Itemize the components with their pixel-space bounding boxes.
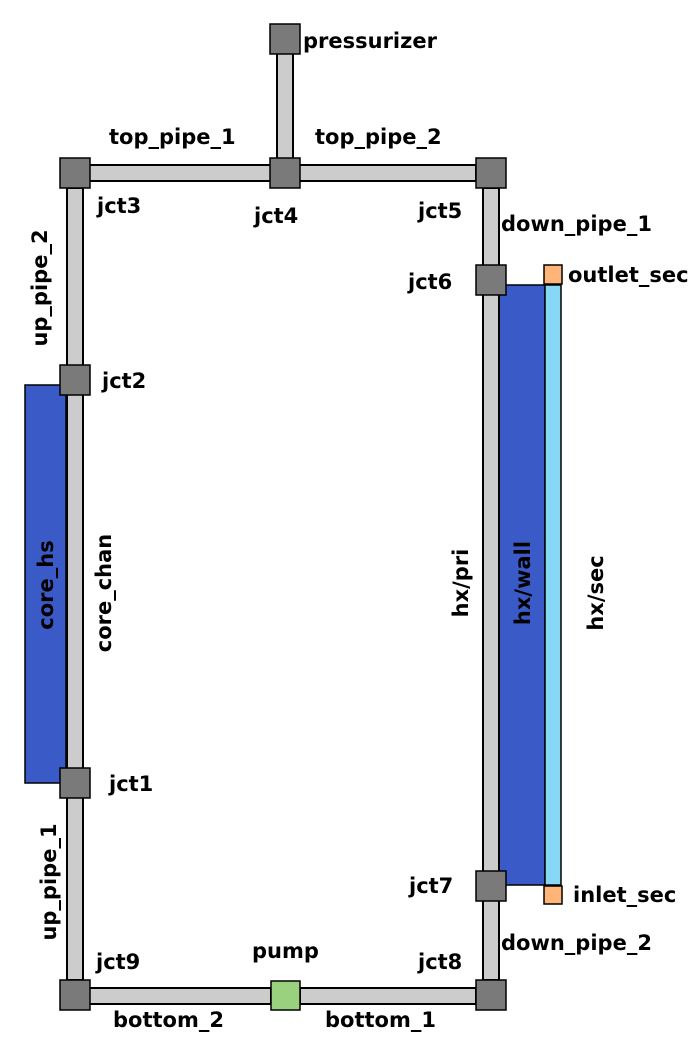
top-pipe-1-label: top_pipe_1 (109, 125, 236, 149)
jct6-label: jct6 (407, 270, 452, 294)
jct9-label: jct9 (95, 950, 140, 974)
pump-node[interactable] (270, 980, 301, 1011)
jct2-label: jct2 (101, 369, 146, 393)
core-hs-label: core_hs (34, 540, 58, 629)
bottom-2-label: bottom_2 (113, 1008, 224, 1032)
jct7-label: jct7 (408, 874, 453, 898)
jct6-node[interactable] (475, 264, 507, 296)
jct5-node[interactable] (475, 157, 507, 189)
jct2-node[interactable] (59, 364, 91, 396)
jct3-node[interactable] (59, 157, 91, 189)
top-pipe-1[interactable] (88, 164, 272, 182)
jct8-label: jct8 (417, 950, 462, 974)
jct7-node[interactable] (475, 870, 507, 902)
jct8-node[interactable] (475, 979, 507, 1011)
down-pipe-2[interactable] (482, 899, 500, 981)
core-chan-pipe[interactable] (66, 393, 84, 770)
jct9-node[interactable] (59, 979, 91, 1011)
top-pipe-2-label: top_pipe_2 (315, 125, 442, 149)
up-pipe-2[interactable] (66, 187, 84, 367)
pressurizer-label: pressurizer (303, 29, 438, 53)
jct3-label: jct3 (96, 194, 141, 218)
down-pipe-2-label: down_pipe_2 (501, 931, 652, 955)
jct1-label: jct1 (108, 772, 153, 796)
hx-wall-block[interactable] (498, 284, 546, 886)
jct4-label: jct4 (253, 204, 298, 228)
hx-pri-label: hx/pri (449, 549, 473, 618)
hx-sec-channel[interactable] (544, 284, 562, 886)
up-pipe-1[interactable] (66, 796, 84, 981)
up-pipe-2-label: up_pipe_2 (28, 229, 52, 346)
jct4-node[interactable] (269, 157, 301, 189)
inlet-sec-label: inlet_sec (573, 883, 676, 907)
bottom-1-label: bottom_1 (325, 1008, 436, 1032)
hx-wall-label: hx/wall (511, 541, 535, 625)
bottom-2-pipe[interactable] (88, 987, 272, 1005)
up-pipe-1-label: up_pipe_1 (37, 823, 61, 940)
core-hs-block[interactable] (24, 384, 67, 784)
jct5-label: jct5 (417, 199, 462, 223)
down-pipe-1-label: down_pipe_1 (501, 212, 652, 236)
top-pipe-2[interactable] (298, 164, 477, 182)
pressurizer-node[interactable] (269, 23, 301, 55)
pressurizer-pipe[interactable] (276, 51, 294, 163)
down-pipe-1[interactable] (482, 187, 500, 267)
outlet-sec-node[interactable] (543, 264, 563, 285)
pump-label: pump (252, 939, 319, 963)
bottom-1-pipe[interactable] (299, 987, 477, 1005)
outlet-sec-label: outlet_sec (568, 263, 689, 287)
inlet-sec-node[interactable] (543, 885, 563, 905)
hx-pri-pipe[interactable] (482, 293, 500, 873)
jct1-node[interactable] (59, 767, 91, 799)
hx-sec-label: hx/sec (584, 555, 608, 630)
core-chan-label: core_chan (92, 534, 116, 653)
